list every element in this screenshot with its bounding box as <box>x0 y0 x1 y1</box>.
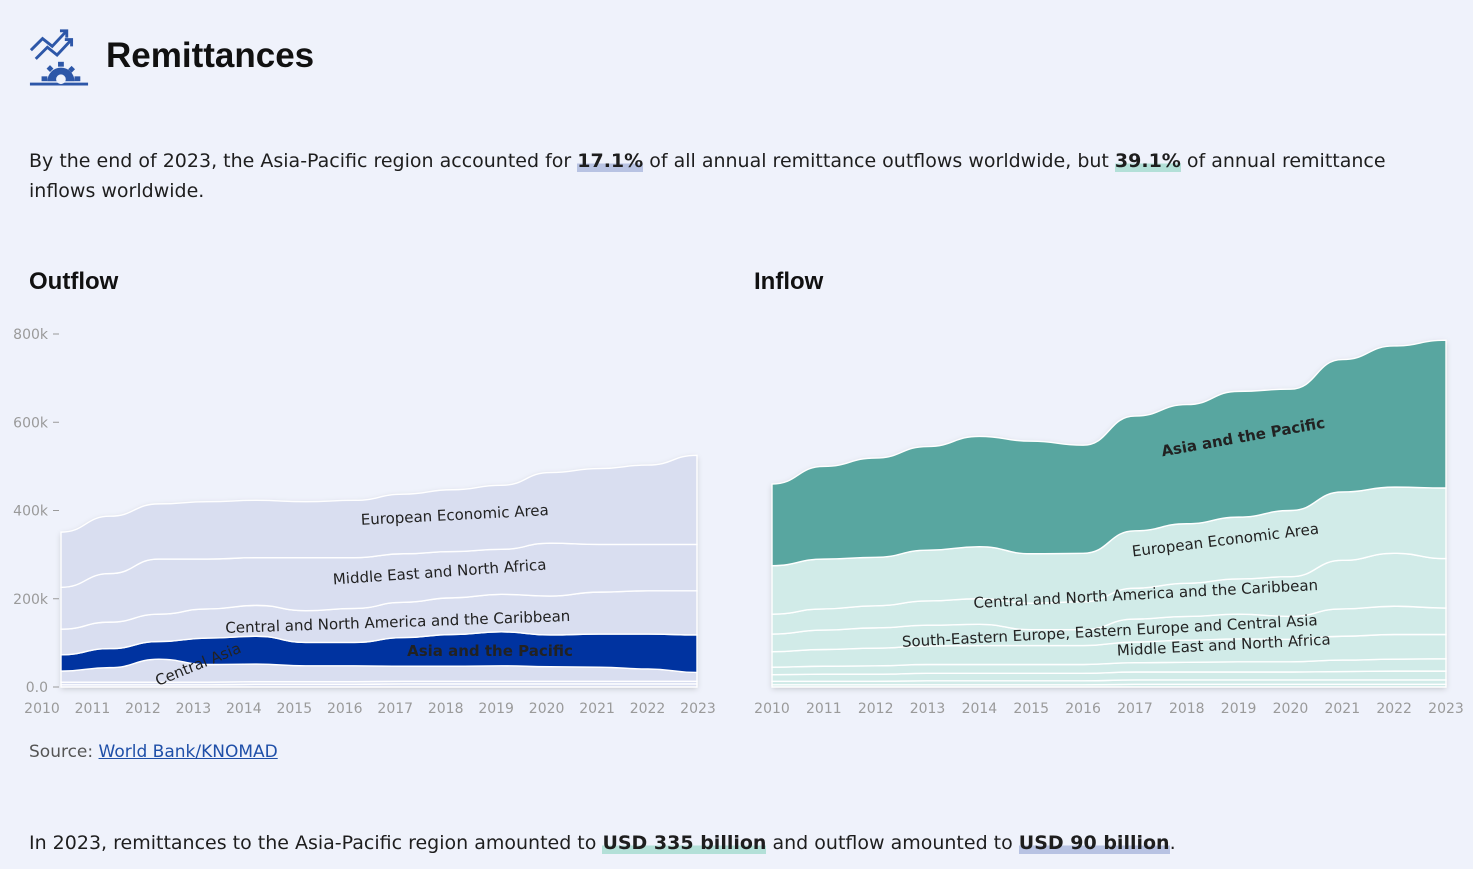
x-tick-label: 2019 <box>478 701 514 717</box>
x-tick-label: 2015 <box>276 701 312 717</box>
x-tick-label: 2017 <box>1117 701 1153 717</box>
footer-text-part: In 2023, remittances to the Asia-Pacific… <box>29 832 603 854</box>
x-tick-label: 2020 <box>529 701 565 717</box>
chart-growth-gear-icon <box>29 29 89 86</box>
footer-text: In 2023, remittances to the Asia-Pacific… <box>29 829 1176 857</box>
x-tick-label: 2022 <box>630 701 666 717</box>
x-tick-label: 2018 <box>1169 701 1205 717</box>
area-label-asia-and-the-pacific: Asia and the Pacific <box>407 642 573 660</box>
intro-text-part: of all annual remittance outflows worldw… <box>643 150 1115 172</box>
x-tick-label: 2014 <box>226 701 262 717</box>
y-tick-label: 0.0 <box>26 680 48 696</box>
x-tick-label: 2012 <box>125 701 161 717</box>
y-tick-label: 800k <box>13 327 49 343</box>
y-tick-label: 400k <box>13 504 49 520</box>
outflow-chart-title: Outflow <box>29 268 119 295</box>
intro-text: By the end of 2023, the Asia-Pacific reg… <box>29 146 1439 206</box>
intro-text-part: of annual remittance inflows worldwide. <box>29 150 1386 202</box>
outflow-chart: 0.0 200k 400k 600k 800k 2010 2011 2012 2013 2014 2… <box>13 327 716 717</box>
x-tick-label: 2016 <box>1065 701 1101 717</box>
x-tick-label: 2013 <box>176 701 212 717</box>
x-tick-label: 2015 <box>1013 701 1049 717</box>
x-tick-label: 2020 <box>1273 701 1309 717</box>
x-tick-label: 2022 <box>1376 701 1412 717</box>
footer-text-part: . <box>1169 832 1176 854</box>
inflow-chart-title: Inflow <box>754 268 824 295</box>
x-tick-label: 2011 <box>806 701 842 717</box>
area-band-european-economic-area <box>60 454 698 588</box>
source-link[interactable]: World Bank/KNOMAD <box>98 742 278 762</box>
x-tick-label: 2016 <box>327 701 363 717</box>
x-tick-label: 2012 <box>858 701 894 717</box>
page-title: Remittances <box>106 36 315 75</box>
x-tick-label: 2019 <box>1221 701 1257 717</box>
x-tick-label: 2014 <box>962 701 998 717</box>
x-tick-label: 2010 <box>754 701 790 717</box>
outflow-share-highlight: 17.1% <box>577 150 644 172</box>
x-tick-label: 2021 <box>1324 701 1360 717</box>
x-tick-label: 2011 <box>75 701 111 717</box>
inflow-share-highlight: 39.1% <box>1114 150 1181 172</box>
inflow-amount-highlight: USD 335 billion <box>602 832 767 854</box>
x-tick-label: 2010 <box>24 701 60 717</box>
source-label: Source: <box>29 742 99 762</box>
x-tick-label: 2023 <box>1428 701 1464 717</box>
page-header: Remittances <box>28 24 314 88</box>
x-tick-label: 2017 <box>377 701 413 717</box>
x-tick-label: 2021 <box>579 701 615 717</box>
intro-text-part: By the end of 2023, the Asia-Pacific reg… <box>29 150 578 172</box>
y-tick-label: 600k <box>13 415 49 431</box>
x-tick-label: 2018 <box>428 701 464 717</box>
x-tick-label: 2023 <box>680 701 716 717</box>
y-tick-label: 200k <box>13 592 49 608</box>
x-tick-label: 2013 <box>910 701 946 717</box>
outflow-amount-highlight: USD 90 billion <box>1018 832 1170 854</box>
footer-text-part: and outflow amounted to <box>766 832 1019 854</box>
source-note: Source: World Bank/KNOMAD <box>29 742 278 762</box>
area-band-asia-and-the-pacific <box>771 339 1447 567</box>
inflow-chart: 2010 2011 2012 2013 2014 2015 2016 2017 2018 2019… <box>754 339 1464 717</box>
